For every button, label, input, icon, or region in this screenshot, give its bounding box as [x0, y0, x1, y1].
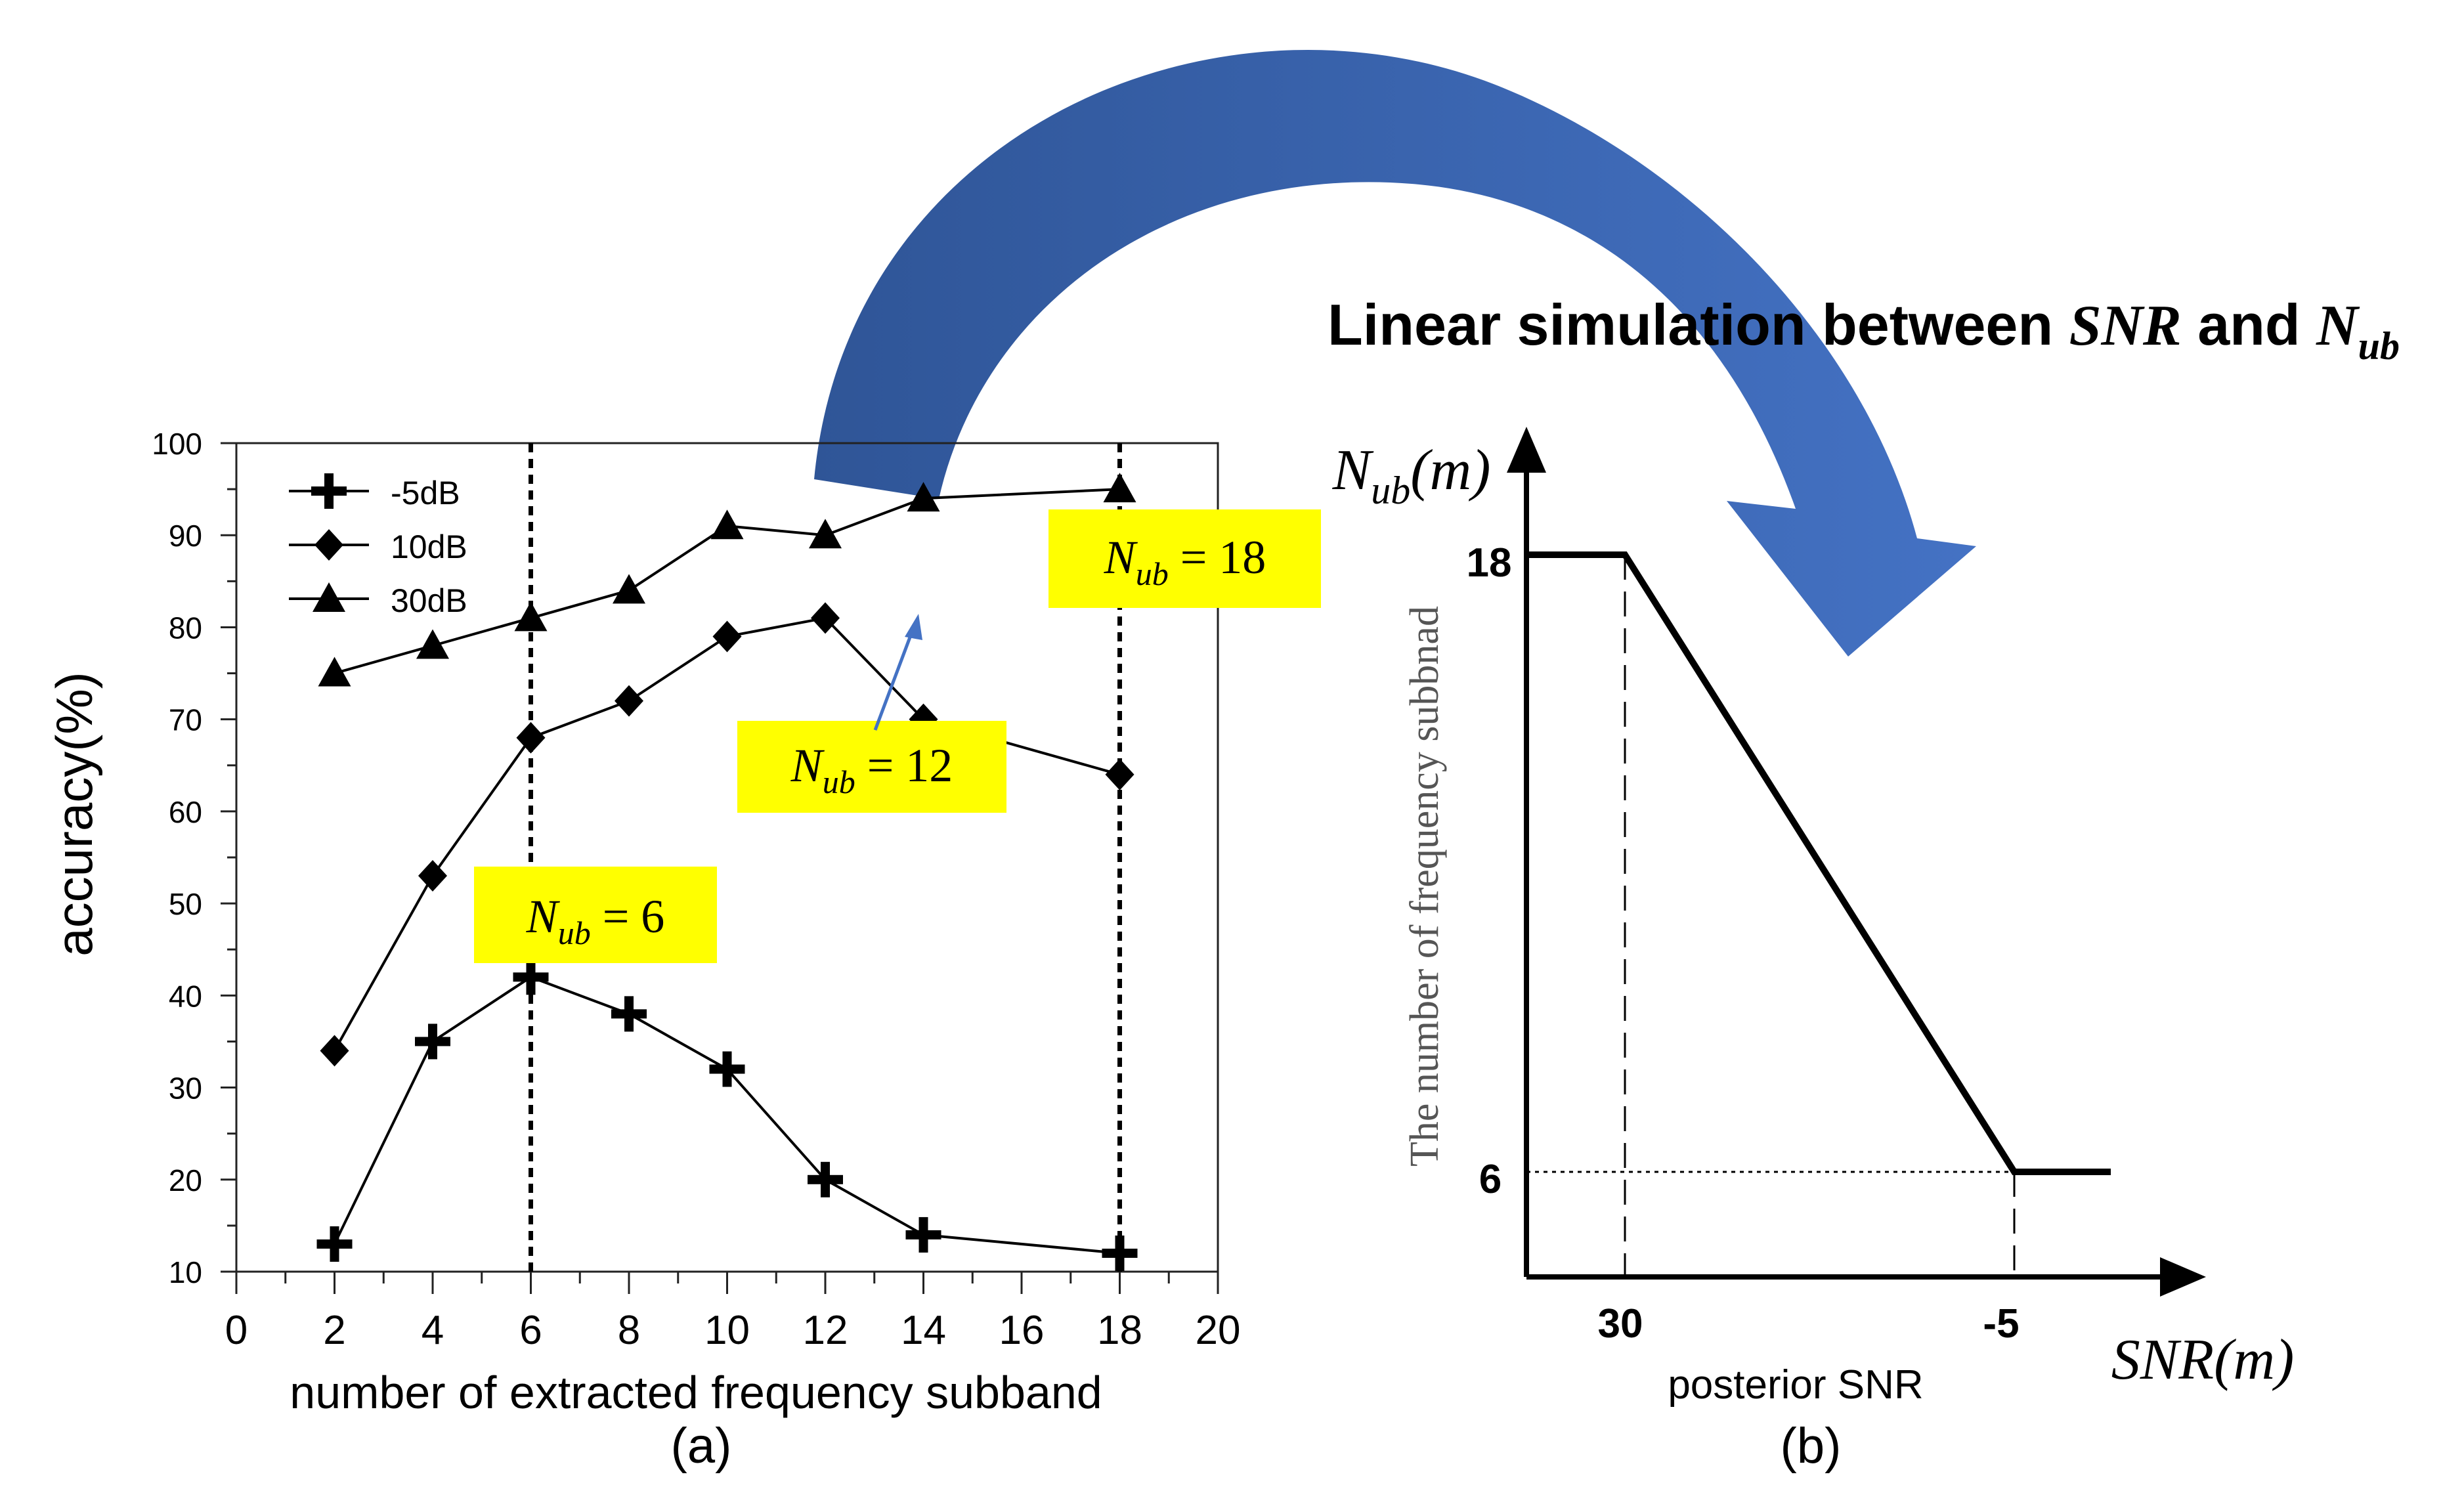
data-point-30dB	[1103, 473, 1136, 503]
legend-marker	[313, 582, 345, 612]
data-point-10dB	[712, 620, 742, 653]
y-tick-label: 70	[169, 703, 202, 737]
y-tick-label: 60	[169, 795, 202, 829]
y-axis-label: The number of frequency subbnad	[1402, 606, 1447, 1167]
x-tick-label: 16	[999, 1308, 1045, 1353]
data-point--5dB	[415, 1023, 450, 1060]
data-point--5dB	[316, 1226, 353, 1262]
x-tick-label: 2	[323, 1308, 345, 1353]
data-point-30dB	[907, 482, 940, 512]
x-tick-30: 30	[1598, 1301, 1643, 1346]
y-tick-label: 20	[169, 1163, 202, 1197]
x-tick-label: 8	[618, 1308, 640, 1353]
svg-text:Nub = 18: Nub = 18	[1104, 531, 1266, 592]
y-tick-label: 40	[169, 979, 202, 1013]
data-point-10dB	[516, 722, 546, 754]
annotation-pointer	[873, 624, 917, 731]
x-tick-label: 0	[225, 1308, 248, 1353]
data-point-30dB	[613, 574, 645, 604]
data-point--5dB	[611, 996, 647, 1032]
y-axis-symbol: Nub(m)	[1332, 439, 1491, 512]
panel-b-caption: (b)	[1781, 1418, 1842, 1474]
series-line-30dB	[334, 488, 1120, 675]
x-tick-label: 6	[519, 1308, 542, 1353]
data-point-30dB	[416, 629, 449, 659]
y-axis-label: accuracy(%)	[45, 672, 103, 956]
y-tick-label: 30	[169, 1071, 202, 1106]
pointer-arrowhead-icon	[905, 614, 922, 640]
data-point-30dB	[710, 509, 744, 540]
annotation-n18: Nub = 18	[1048, 509, 1321, 608]
x-tick-label: 12	[803, 1308, 848, 1353]
y-tick-label: 100	[152, 427, 202, 461]
curved-arrow-icon	[814, 50, 1976, 657]
data-point--5dB	[1102, 1235, 1138, 1271]
data-point--5dB	[808, 1161, 843, 1197]
x-tick-label: 14	[901, 1308, 946, 1353]
data-point-10dB	[811, 602, 840, 634]
annotation-highlight	[474, 867, 717, 963]
header-title: Linear simulation between SNR and Nub	[1328, 292, 2400, 368]
legend-label: 30dB	[391, 582, 467, 619]
data-point-10dB	[615, 685, 643, 717]
svg-text:Nub = 6: Nub = 6	[526, 890, 665, 951]
x-axis-caption: posterior SNR	[1668, 1362, 1923, 1408]
series-line-10dB	[333, 616, 1121, 1052]
svg-text:Nub = 12: Nub = 12	[790, 739, 953, 800]
panel-b-chart: 18 6 30 -5 Nub(m) SNR(m) The number of f…	[1332, 427, 2295, 1474]
x-axis-symbol: SNR(m)	[2111, 1328, 2295, 1392]
y-tick-label: 80	[169, 611, 202, 645]
data-point-10dB	[320, 1035, 349, 1067]
legend-marker	[311, 473, 347, 509]
legend-label: 10dB	[391, 528, 467, 565]
y-tick-label: 10	[169, 1255, 202, 1289]
x-tick-minus5: -5	[1983, 1301, 2019, 1346]
legend-marker	[314, 529, 343, 561]
annotation-n6: Nub = 6	[474, 867, 717, 963]
annotation-highlight	[737, 721, 1006, 813]
data-point--5dB	[513, 959, 549, 995]
series-line--5dB	[333, 976, 1120, 1255]
panel-a-caption: (a)	[671, 1418, 732, 1474]
data-point-10dB	[418, 860, 447, 892]
x-tick-label: 10	[704, 1308, 750, 1353]
y-axis-arrowhead-icon	[1507, 427, 1546, 473]
y-tick-6: 6	[1479, 1157, 1502, 1202]
x-tick-label: 20	[1196, 1308, 1241, 1353]
x-axis-label: number of extracted frequency subband	[290, 1367, 1102, 1418]
data-point--5dB	[905, 1217, 941, 1253]
x-tick-label: 4	[421, 1308, 444, 1353]
legend-label: -5dB	[391, 475, 460, 511]
data-point-30dB	[318, 657, 351, 687]
y-tick-label: 50	[169, 887, 202, 921]
mapping-line	[1526, 551, 2111, 1175]
panel-a-chart: 0 2 4 6 8 10 12 14 16 18 20 102030405060708090100 …	[45, 427, 1321, 1474]
y-tick-18: 18	[1467, 540, 1512, 586]
x-tick-label: 18	[1097, 1308, 1142, 1353]
y-tick-label: 90	[169, 519, 202, 553]
data-point-30dB	[809, 519, 842, 549]
data-point-10dB	[1105, 758, 1135, 790]
data-point--5dB	[709, 1051, 745, 1087]
annotation-n12: Nub = 12	[737, 614, 1006, 813]
data-point-30dB	[514, 601, 548, 632]
annotation-highlight	[1048, 509, 1321, 608]
x-axis-arrowhead-icon	[2160, 1257, 2206, 1297]
